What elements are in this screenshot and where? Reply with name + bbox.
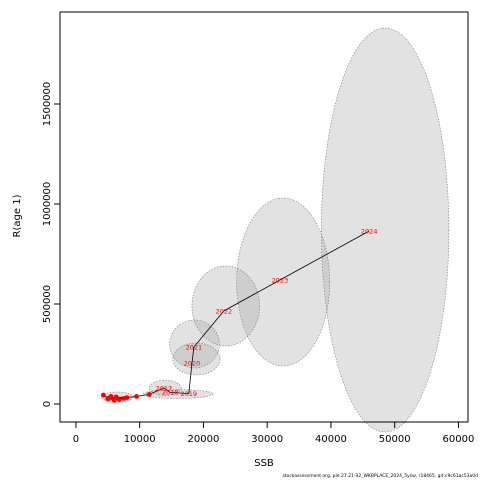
y-tick-label-1: 500000 <box>42 285 53 323</box>
y-tick-label-0: 0 <box>42 401 53 407</box>
confidence-ellipse-4 <box>169 319 220 369</box>
x-tick-label-5: 50000 <box>379 434 411 445</box>
x-tick-label-0: 0 <box>73 434 79 445</box>
year-point-3 <box>108 394 114 399</box>
year-point-7 <box>113 394 119 400</box>
confidence-ellipse-5 <box>191 265 260 347</box>
x-tick-label-3: 30000 <box>251 434 283 445</box>
year-label-2024: 2024 <box>361 227 378 235</box>
year-label-2021: 2021 <box>186 343 203 351</box>
plot-frame <box>59 11 469 423</box>
year-point-4 <box>116 397 122 402</box>
year-label-2020: 2020 <box>184 359 201 367</box>
year-label-2017: 2017 <box>156 384 173 392</box>
year-point-0 <box>100 392 106 398</box>
year-point-8 <box>124 395 130 400</box>
x-axis-label: SSB <box>254 458 274 469</box>
x-tick-label-6: 60000 <box>443 434 475 445</box>
year-label-2022: 2022 <box>216 307 233 315</box>
year-label-2023: 2023 <box>272 276 289 284</box>
y-axis: 0 500000 1000000 1500000 <box>42 82 60 407</box>
confidence-ellipse-1 <box>148 380 182 396</box>
footnote: stockassessment.org, ple.27.21-32_WKBPLA… <box>282 474 478 479</box>
x-tick-label-2: 20000 <box>188 434 220 445</box>
x-axis: 0 10000 20000 30000 40000 50000 60000 <box>73 422 475 445</box>
year-point-9 <box>134 394 139 399</box>
year-point-10 <box>146 392 152 397</box>
x-tick-label-4: 40000 <box>315 434 347 445</box>
confidence-ellipse-7 <box>321 27 450 433</box>
y-axis-label: R(age 1) <box>12 194 23 237</box>
confidence-ellipse-2 <box>142 389 214 399</box>
year-label-2018: 2018 <box>162 389 179 397</box>
year-label-2019: 2019 <box>181 390 198 398</box>
confidence-ellipse-3 <box>172 342 221 376</box>
y-tick-label-2: 1000000 <box>42 182 53 227</box>
y-tick-label-3: 1500000 <box>42 82 53 127</box>
year-point-5 <box>105 396 111 402</box>
x-tick-label-1: 10000 <box>124 434 156 445</box>
confidence-ellipses <box>101 27 450 433</box>
confidence-ellipse-6 <box>236 197 330 367</box>
